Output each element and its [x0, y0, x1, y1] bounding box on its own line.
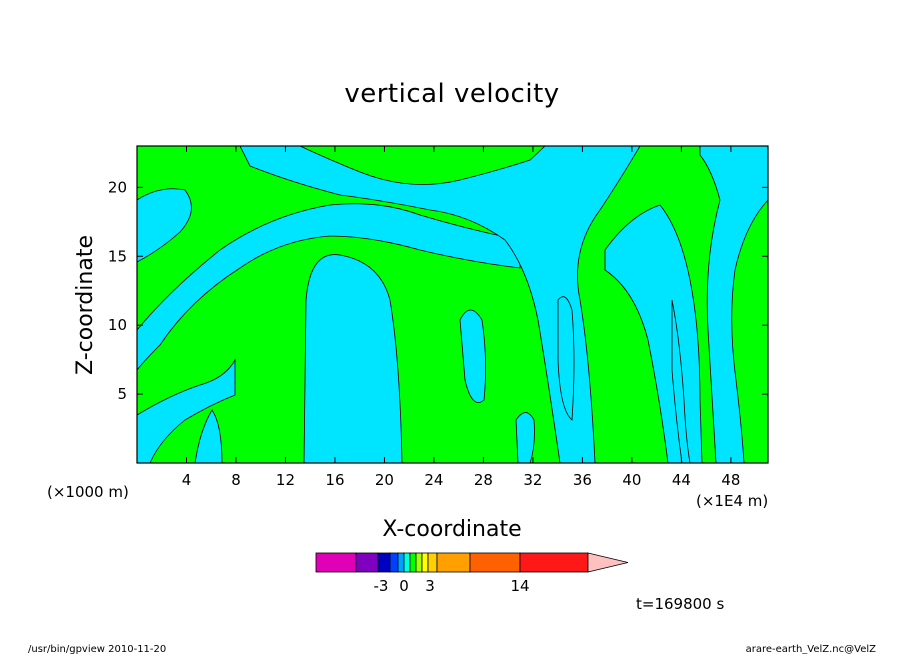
- x-tick-label: 8: [231, 471, 241, 489]
- colorbar: [315, 552, 629, 573]
- colorbar-segment: [436, 552, 471, 573]
- x-tick-label: 28: [474, 471, 493, 489]
- y-tick-label: 20: [108, 178, 127, 196]
- colorbar-label-0: 0: [399, 577, 409, 595]
- x-axis-title: X-coordinate: [382, 517, 521, 542]
- time-label: t=169800 s: [636, 595, 724, 613]
- negative-velocity-region: [194, 409, 223, 463]
- negative-velocity-region: [671, 299, 691, 463]
- x-tick-label: 48: [721, 471, 740, 489]
- colorbar-segment: [409, 552, 417, 573]
- colorbar-segment: [355, 552, 379, 573]
- x-axis-ticks: 4 8 12 16 20 24 28 32 36 40 44 48: [182, 146, 740, 489]
- colorbar-segment: [469, 552, 521, 573]
- x-tick-label: 44: [672, 471, 691, 489]
- x-unit-right: (×1E4 m): [696, 492, 768, 510]
- negative-velocity-region: [137, 188, 192, 263]
- colorbar-label-neg3: -3: [374, 577, 389, 595]
- chart-title: vertical velocity: [344, 79, 559, 109]
- negative-velocity-region: [137, 358, 236, 463]
- colorbar-segment: [415, 552, 423, 573]
- colorbar-segment: [421, 552, 429, 573]
- y-axis-ticks: 5 10 15 20: [108, 178, 768, 403]
- colorbar-segment: [403, 552, 411, 573]
- colorbar-segment: [427, 552, 438, 573]
- y-tick-label: 15: [108, 247, 127, 265]
- negative-velocity-region: [699, 146, 768, 463]
- x-unit-left: (×1000 m): [47, 483, 129, 501]
- negative-velocity-region: [303, 254, 403, 463]
- colorbar-labels: -3 0 3 14: [374, 577, 530, 595]
- colorbar-label-14: 14: [510, 577, 529, 595]
- colorbar-segment: [377, 552, 391, 573]
- x-tick-label: 16: [325, 471, 344, 489]
- negative-velocity-region: [239, 146, 641, 463]
- negative-velocity-region: [515, 412, 535, 463]
- contour-field: [137, 146, 768, 463]
- negative-velocity-region: [557, 296, 575, 421]
- colorbar-extension-arrow: [587, 552, 629, 573]
- negative-velocity-regions: [137, 146, 768, 463]
- colorbar-segment: [519, 552, 589, 573]
- x-tick-label: 20: [375, 471, 394, 489]
- x-tick-label: 4: [182, 471, 192, 489]
- plot-frame: [136, 145, 769, 464]
- x-tick-label: 32: [523, 471, 542, 489]
- colorbar-segment: [315, 552, 357, 573]
- colorbar-segment: [389, 552, 399, 573]
- y-axis-title: Z-coordinate: [73, 235, 98, 375]
- colorbar-label-3: 3: [425, 577, 435, 595]
- negative-velocity-region: [459, 309, 486, 403]
- footer-right: arare-earth_VelZ.nc@VelZ: [746, 644, 877, 654]
- colorbar-segment: [397, 552, 405, 573]
- y-tick-label: 10: [108, 316, 127, 334]
- y-tick-label: 5: [117, 385, 127, 403]
- x-tick-label: 40: [622, 471, 641, 489]
- x-tick-label: 24: [424, 471, 443, 489]
- x-tick-label: 36: [573, 471, 592, 489]
- negative-velocity-region: [137, 203, 521, 371]
- x-tick-label: 12: [276, 471, 295, 489]
- footer-left: /usr/bin/gpview 2010-11-20: [28, 644, 166, 654]
